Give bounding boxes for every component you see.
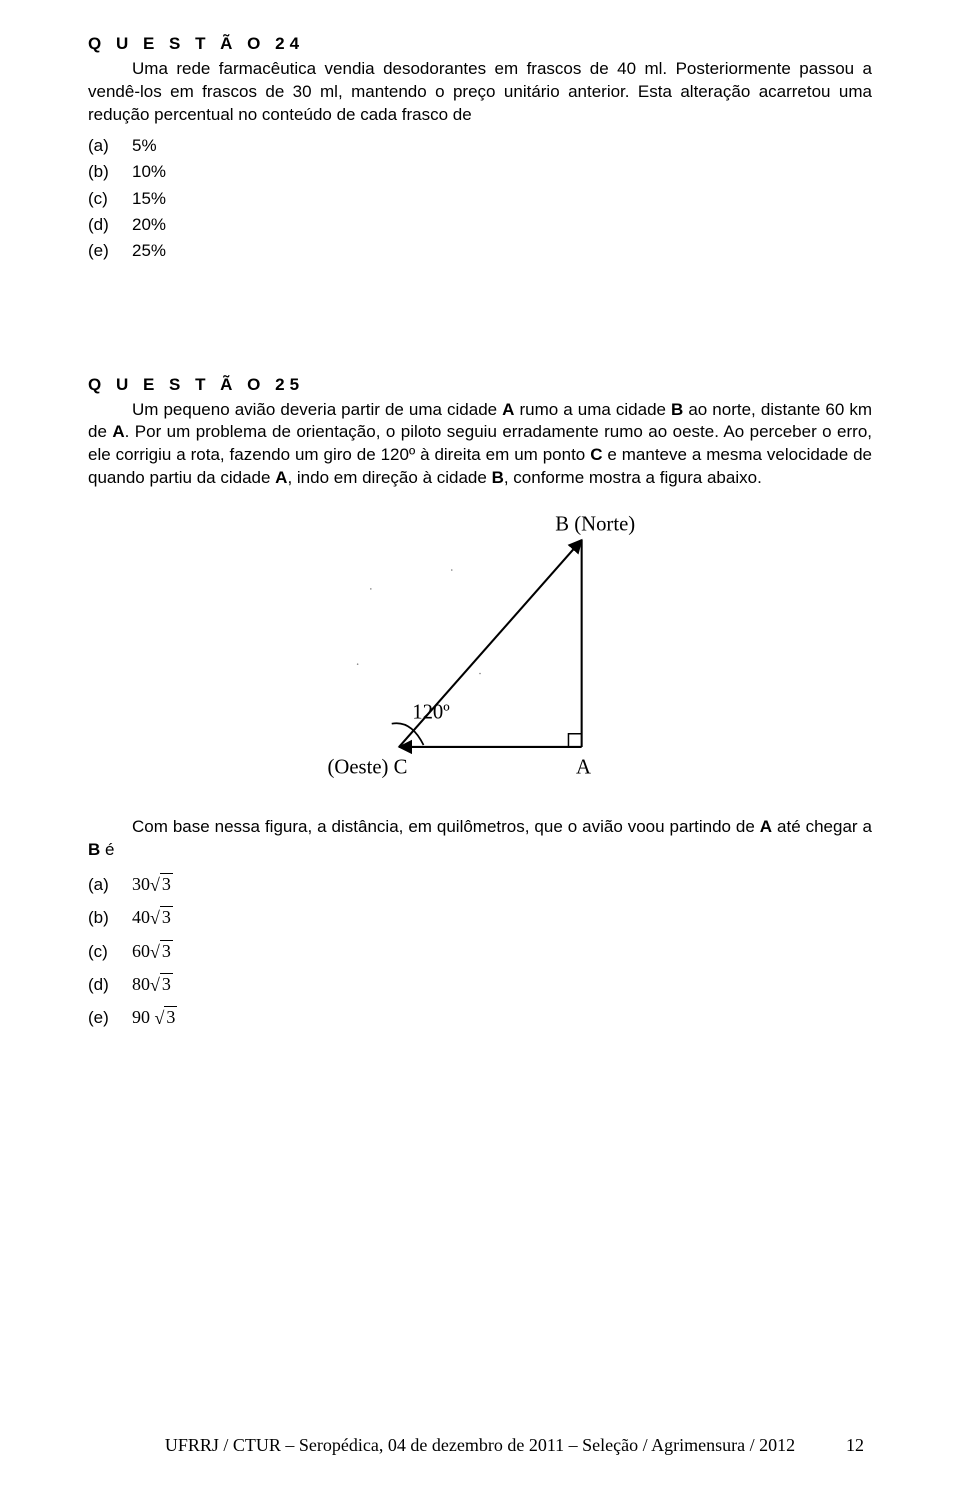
q25-after-p2: até chegar a — [772, 817, 872, 836]
option-value: 90 √3 — [132, 1001, 177, 1034]
noise-dot — [370, 588, 372, 590]
q25-option-b: (b)40√3 — [88, 901, 872, 934]
surd-icon: √ — [150, 908, 160, 928]
q24-option-e: (e)25% — [88, 238, 872, 264]
q25-p1: Um pequeno avião deveria partir de uma c… — [132, 400, 502, 419]
opt-num: 40 — [132, 907, 150, 927]
surd-icon: √ — [150, 942, 160, 962]
q24-options: (a)5% (b)10% (c)15% (d)20% (e)25% — [88, 133, 872, 265]
option-key: (b) — [88, 159, 132, 185]
opt-rad: 3 — [160, 973, 173, 994]
q25-options: (a)30√3 (b)40√3 (c)60√3 (d)80√3 (e)90 √3 — [88, 868, 872, 1034]
noise-dot — [451, 570, 453, 572]
option-value: 20% — [132, 215, 166, 234]
opt-num: 90 — [132, 1007, 150, 1027]
option-key: (a) — [88, 133, 132, 159]
q25-option-d: (d)80√3 — [88, 968, 872, 1001]
q24-option-c: (c)15% — [88, 186, 872, 212]
q25-p6: , indo em direção à cidade — [287, 468, 491, 487]
q25-option-c: (c)60√3 — [88, 935, 872, 968]
noise-dot — [479, 673, 481, 675]
page: Q U E S T Ã O 24 Uma rede farmacêutica v… — [0, 0, 960, 1490]
q25-figure: 120º B (Norte) (Oeste) C A — [320, 500, 640, 800]
option-value: 25% — [132, 241, 166, 260]
option-value: 30√3 — [132, 868, 173, 901]
option-value: 15% — [132, 189, 166, 208]
surd-icon: √ — [155, 1008, 165, 1028]
noise-dot — [357, 664, 359, 666]
q24-option-d: (d)20% — [88, 212, 872, 238]
option-key: (a) — [88, 869, 132, 900]
q24-option-a: (a)5% — [88, 133, 872, 159]
right-angle-mark — [568, 734, 581, 747]
q25-after-A: A — [760, 817, 772, 836]
option-value: 40√3 — [132, 901, 173, 934]
q25-label-A3: A — [275, 468, 287, 487]
q25-after-p1: Com base nessa figura, a distância, em q… — [132, 817, 760, 836]
q25-label-B: B — [671, 400, 683, 419]
angle-arc — [392, 724, 424, 746]
q25-label-A2: A — [112, 422, 124, 441]
label-B: B (Norte) — [555, 514, 635, 536]
opt-rad: 3 — [160, 906, 173, 927]
footer-text: UFRRJ / CTUR – Seropédica, 04 de dezembr… — [165, 1435, 795, 1455]
opt-num: 80 — [132, 974, 150, 994]
q24-body-text: Uma rede farmacêutica vendia desodorante… — [88, 59, 872, 124]
q25-p2: rumo a uma cidade — [514, 400, 671, 419]
option-key: (e) — [88, 1002, 132, 1033]
q25-p7: , conforme mostra a figura abaixo. — [504, 468, 762, 487]
option-key: (d) — [88, 212, 132, 238]
option-value: 10% — [132, 162, 166, 181]
q25-option-e: (e)90 √3 — [88, 1001, 872, 1034]
opt-rad: 3 — [164, 1006, 177, 1027]
option-key: (c) — [88, 186, 132, 212]
option-key: (c) — [88, 936, 132, 967]
q25-option-a: (a)30√3 — [88, 868, 872, 901]
option-value: 5% — [132, 136, 157, 155]
label-C: (Oeste) C — [328, 757, 408, 779]
label-angle: 120º — [412, 702, 450, 724]
opt-rad: 3 — [160, 873, 173, 894]
q24-option-b: (b)10% — [88, 159, 872, 185]
opt-num: 60 — [132, 941, 150, 961]
option-key: (d) — [88, 969, 132, 1000]
q25-after-B: B — [88, 840, 100, 859]
option-key: (b) — [88, 902, 132, 933]
option-value: 80√3 — [132, 968, 173, 1001]
q25-label-C: C — [590, 445, 602, 464]
q25-label-B2: B — [492, 468, 504, 487]
gap — [88, 265, 872, 375]
opt-num: 30 — [132, 874, 150, 894]
q25-after: Com base nessa figura, a distância, em q… — [88, 816, 872, 862]
q25-body: Um pequeno avião deveria partir de uma c… — [88, 399, 872, 491]
surd-icon: √ — [150, 875, 160, 895]
footer-page-number: 12 — [846, 1435, 864, 1456]
q25-figure-wrap: 120º B (Norte) (Oeste) C A — [88, 500, 872, 800]
q24-body: Uma rede farmacêutica vendia desodorante… — [88, 58, 872, 127]
q25-title: Q U E S T Ã O 25 — [88, 375, 872, 395]
opt-rad: 3 — [160, 940, 173, 961]
surd-icon: √ — [150, 975, 160, 995]
q25-label-A: A — [502, 400, 514, 419]
option-key: (e) — [88, 238, 132, 264]
option-value: 60√3 — [132, 935, 173, 968]
label-A: A — [576, 757, 591, 779]
q24-title: Q U E S T Ã O 24 — [88, 34, 872, 54]
page-footer: UFRRJ / CTUR – Seropédica, 04 de dezembr… — [0, 1435, 960, 1456]
q25-after-p3: é — [100, 840, 114, 859]
